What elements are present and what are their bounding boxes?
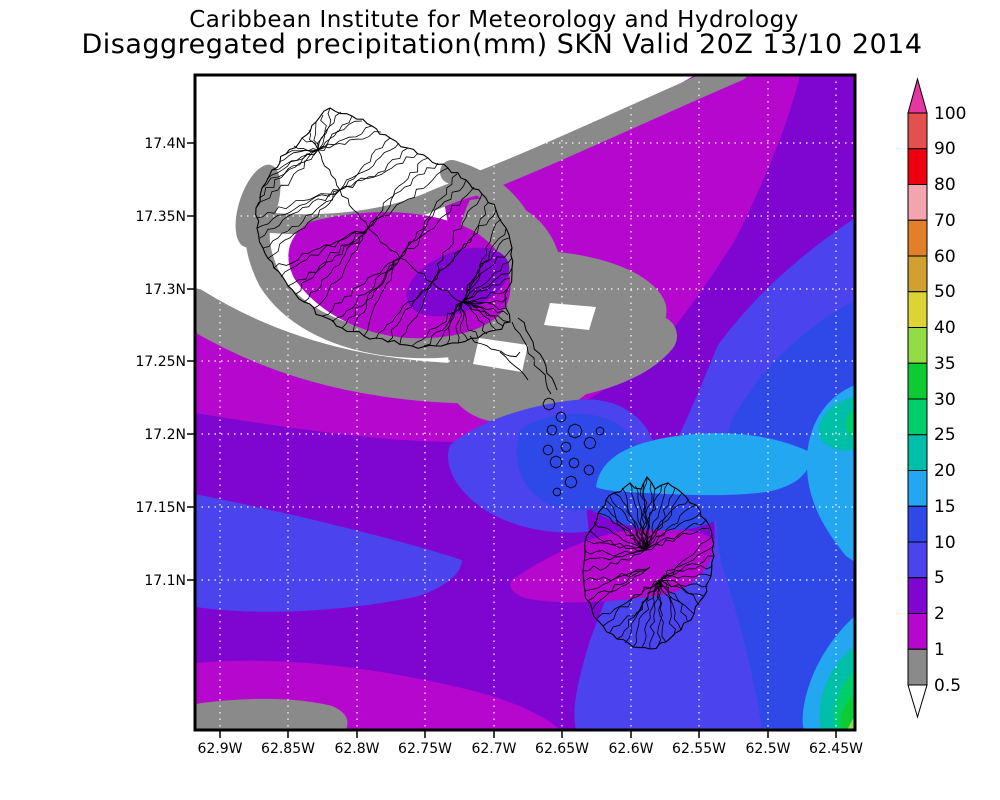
colorbar-level-label: 70 <box>934 211 956 231</box>
lon-tick-label: 62.7W <box>471 741 516 757</box>
lon-tick-label: 62.55W <box>672 741 726 757</box>
colorbar-segment <box>907 219 928 257</box>
colorbar-level-label: 2 <box>934 604 945 624</box>
colorbar-segment <box>907 327 928 364</box>
lat-tick-label: 17.25N <box>135 354 186 370</box>
colorbar-segment <box>907 112 928 150</box>
colorbar-segment <box>907 291 928 328</box>
colorbar-segment <box>907 148 928 185</box>
lon-tick-label: 62.9W <box>197 741 242 757</box>
island-outlines <box>255 107 715 650</box>
colorbar-segment <box>907 541 928 579</box>
colorbar-under-arrow <box>907 684 928 719</box>
colorbar-segment <box>907 398 928 436</box>
colorbar-level-label: 15 <box>934 497 956 517</box>
figure-title-institution: Caribbean Institute for Meteorology and … <box>189 7 799 33</box>
colorbar-level-label: 80 <box>934 175 956 195</box>
colorbar-segment <box>907 470 928 507</box>
colorbar-level-label: 35 <box>934 354 956 374</box>
lat-tick-label: 17.15N <box>135 500 186 516</box>
colorbar-segment <box>907 434 928 471</box>
colorbar-segment <box>907 505 928 543</box>
colorbar-level-label: 60 <box>934 247 956 267</box>
colorbar-over-arrow <box>907 77 928 114</box>
precip-field <box>195 75 855 730</box>
colorbar-level-label: 100 <box>934 104 966 124</box>
colorbar-level-label: 30 <box>934 390 956 410</box>
colorbar-level-label: 90 <box>934 139 956 159</box>
colorbar-level-label: 0.5 <box>934 676 961 696</box>
lon-tick-label: 62.8W <box>334 741 379 757</box>
lat-tick-label: 17.2N <box>144 427 186 443</box>
colorbar-level-label: 50 <box>934 282 956 302</box>
colorbar-segment <box>907 255 928 293</box>
figure-title-main: Disaggregated precipitation(mm) SKN Vali… <box>81 29 922 60</box>
colorbar-level-label: 5 <box>934 568 945 588</box>
colorbar-level-label: 1 <box>934 640 945 660</box>
lat-tick-label: 17.4N <box>144 136 186 152</box>
colorbar-segment <box>907 184 928 221</box>
colorbar-level-label: 20 <box>934 461 956 481</box>
colorbar-segment <box>907 362 928 400</box>
lon-tick-label: 62.85W <box>261 741 315 757</box>
lon-axis: 62.9W 62.85W 62.8W 62.75W 62.7W 62.65W 6… <box>197 741 863 757</box>
lat-tick-label: 17.3N <box>144 282 186 298</box>
lon-tick-label: 62.6W <box>608 741 653 757</box>
lat-axis: 17.4N 17.35N 17.3N 17.25N 17.2N 17.15N 1… <box>135 136 186 589</box>
colorbar-labels: 100 90 80 70 60 50 40 35 30 25 20 15 10 … <box>934 104 966 696</box>
colorbar: 100 90 80 70 60 50 40 35 30 25 20 15 10 … <box>907 77 966 719</box>
lon-tick-label: 62.65W <box>535 741 589 757</box>
colorbar-segment <box>907 577 928 614</box>
colorbar-level-label: 25 <box>934 425 956 445</box>
lon-tick-label: 62.5W <box>745 741 790 757</box>
colorbar-level-label: 10 <box>934 533 956 553</box>
colorbar-level-label: 40 <box>934 318 956 338</box>
axis-ticks <box>187 142 837 738</box>
lon-tick-label: 62.45W <box>809 741 863 757</box>
colorbar-segment <box>907 613 928 650</box>
lon-tick-label: 62.75W <box>398 741 452 757</box>
lat-tick-label: 17.1N <box>144 573 186 589</box>
map-frame <box>193 73 857 732</box>
colorbar-segment <box>907 648 928 686</box>
lat-tick-label: 17.35N <box>135 209 186 225</box>
